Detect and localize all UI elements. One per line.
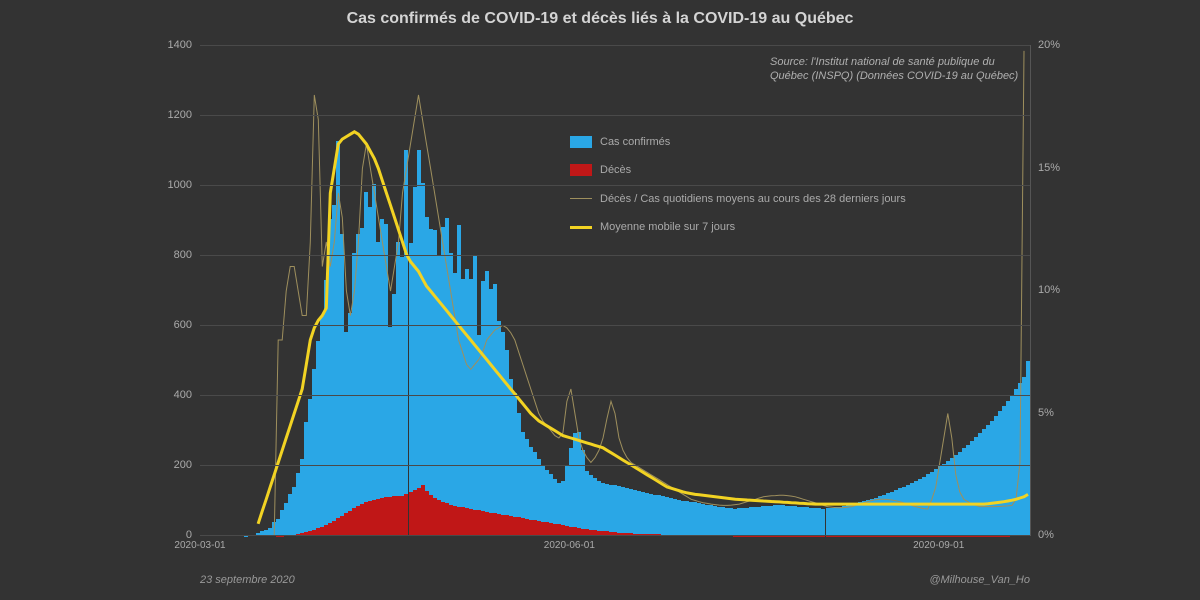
y-left-tick: 1000 [168, 179, 192, 191]
chart-title: Cas confirmés de COVID-19 et décès liés … [0, 10, 1200, 28]
legend-swatch [570, 226, 592, 229]
y-right-tick: 0% [1038, 529, 1054, 541]
y-left-tick: 800 [174, 249, 192, 261]
y-left-tick: 400 [174, 389, 192, 401]
legend-item: Décès / Cas quotidiens moyens au cours d… [570, 192, 930, 206]
legend-label: Moyenne mobile sur 7 jours [600, 220, 735, 234]
legend: Cas confirmés Décès Décès / Cas quotidiens… [570, 135, 930, 248]
legend-label: Décès [600, 163, 631, 177]
legend-label: Décès / Cas quotidiens moyens au cours d… [600, 192, 906, 206]
grid-line [200, 115, 1030, 116]
y-left-tick: 1200 [168, 109, 192, 121]
legend-item: Moyenne mobile sur 7 jours [570, 220, 930, 234]
grid-line [200, 325, 1030, 326]
source-annotation: Source: l'Institut national de santé pub… [770, 55, 1020, 84]
legend-item: Cas confirmés [570, 135, 930, 149]
legend-label: Cas confirmés [600, 135, 670, 149]
plot-area [200, 45, 1031, 536]
ratio28-line [262, 51, 1024, 536]
legend-swatch [570, 136, 592, 148]
y-right-tick: 20% [1038, 39, 1060, 51]
grid-line [200, 395, 1030, 396]
lines-layer [200, 46, 1030, 536]
y-left-tick: 1400 [168, 39, 192, 51]
grid-line [200, 535, 1030, 536]
y-left-tick: 600 [174, 319, 192, 331]
y-right-tick: 15% [1038, 162, 1060, 174]
legend-item: Décès [570, 163, 930, 177]
legend-swatch [570, 164, 592, 176]
y-right-tick: 10% [1038, 284, 1060, 296]
x-tick: 2020-03-01 [174, 540, 225, 551]
grid-line [200, 185, 1030, 186]
grid-line [200, 255, 1030, 256]
legend-swatch [570, 198, 592, 199]
x-tick: 2020-09-01 [913, 540, 964, 551]
grid-line [200, 45, 1030, 46]
x-tick: 2020-06-01 [544, 540, 595, 551]
footer-credit: @Milhouse_Van_Ho [929, 574, 1030, 586]
y-left-tick: 200 [174, 459, 192, 471]
footer-date: 23 septembre 2020 [200, 574, 295, 586]
grid-line [200, 465, 1030, 466]
chart-frame: Cas confirmés de COVID-19 et décès liés … [0, 0, 1200, 600]
y-right-tick: 5% [1038, 407, 1054, 419]
